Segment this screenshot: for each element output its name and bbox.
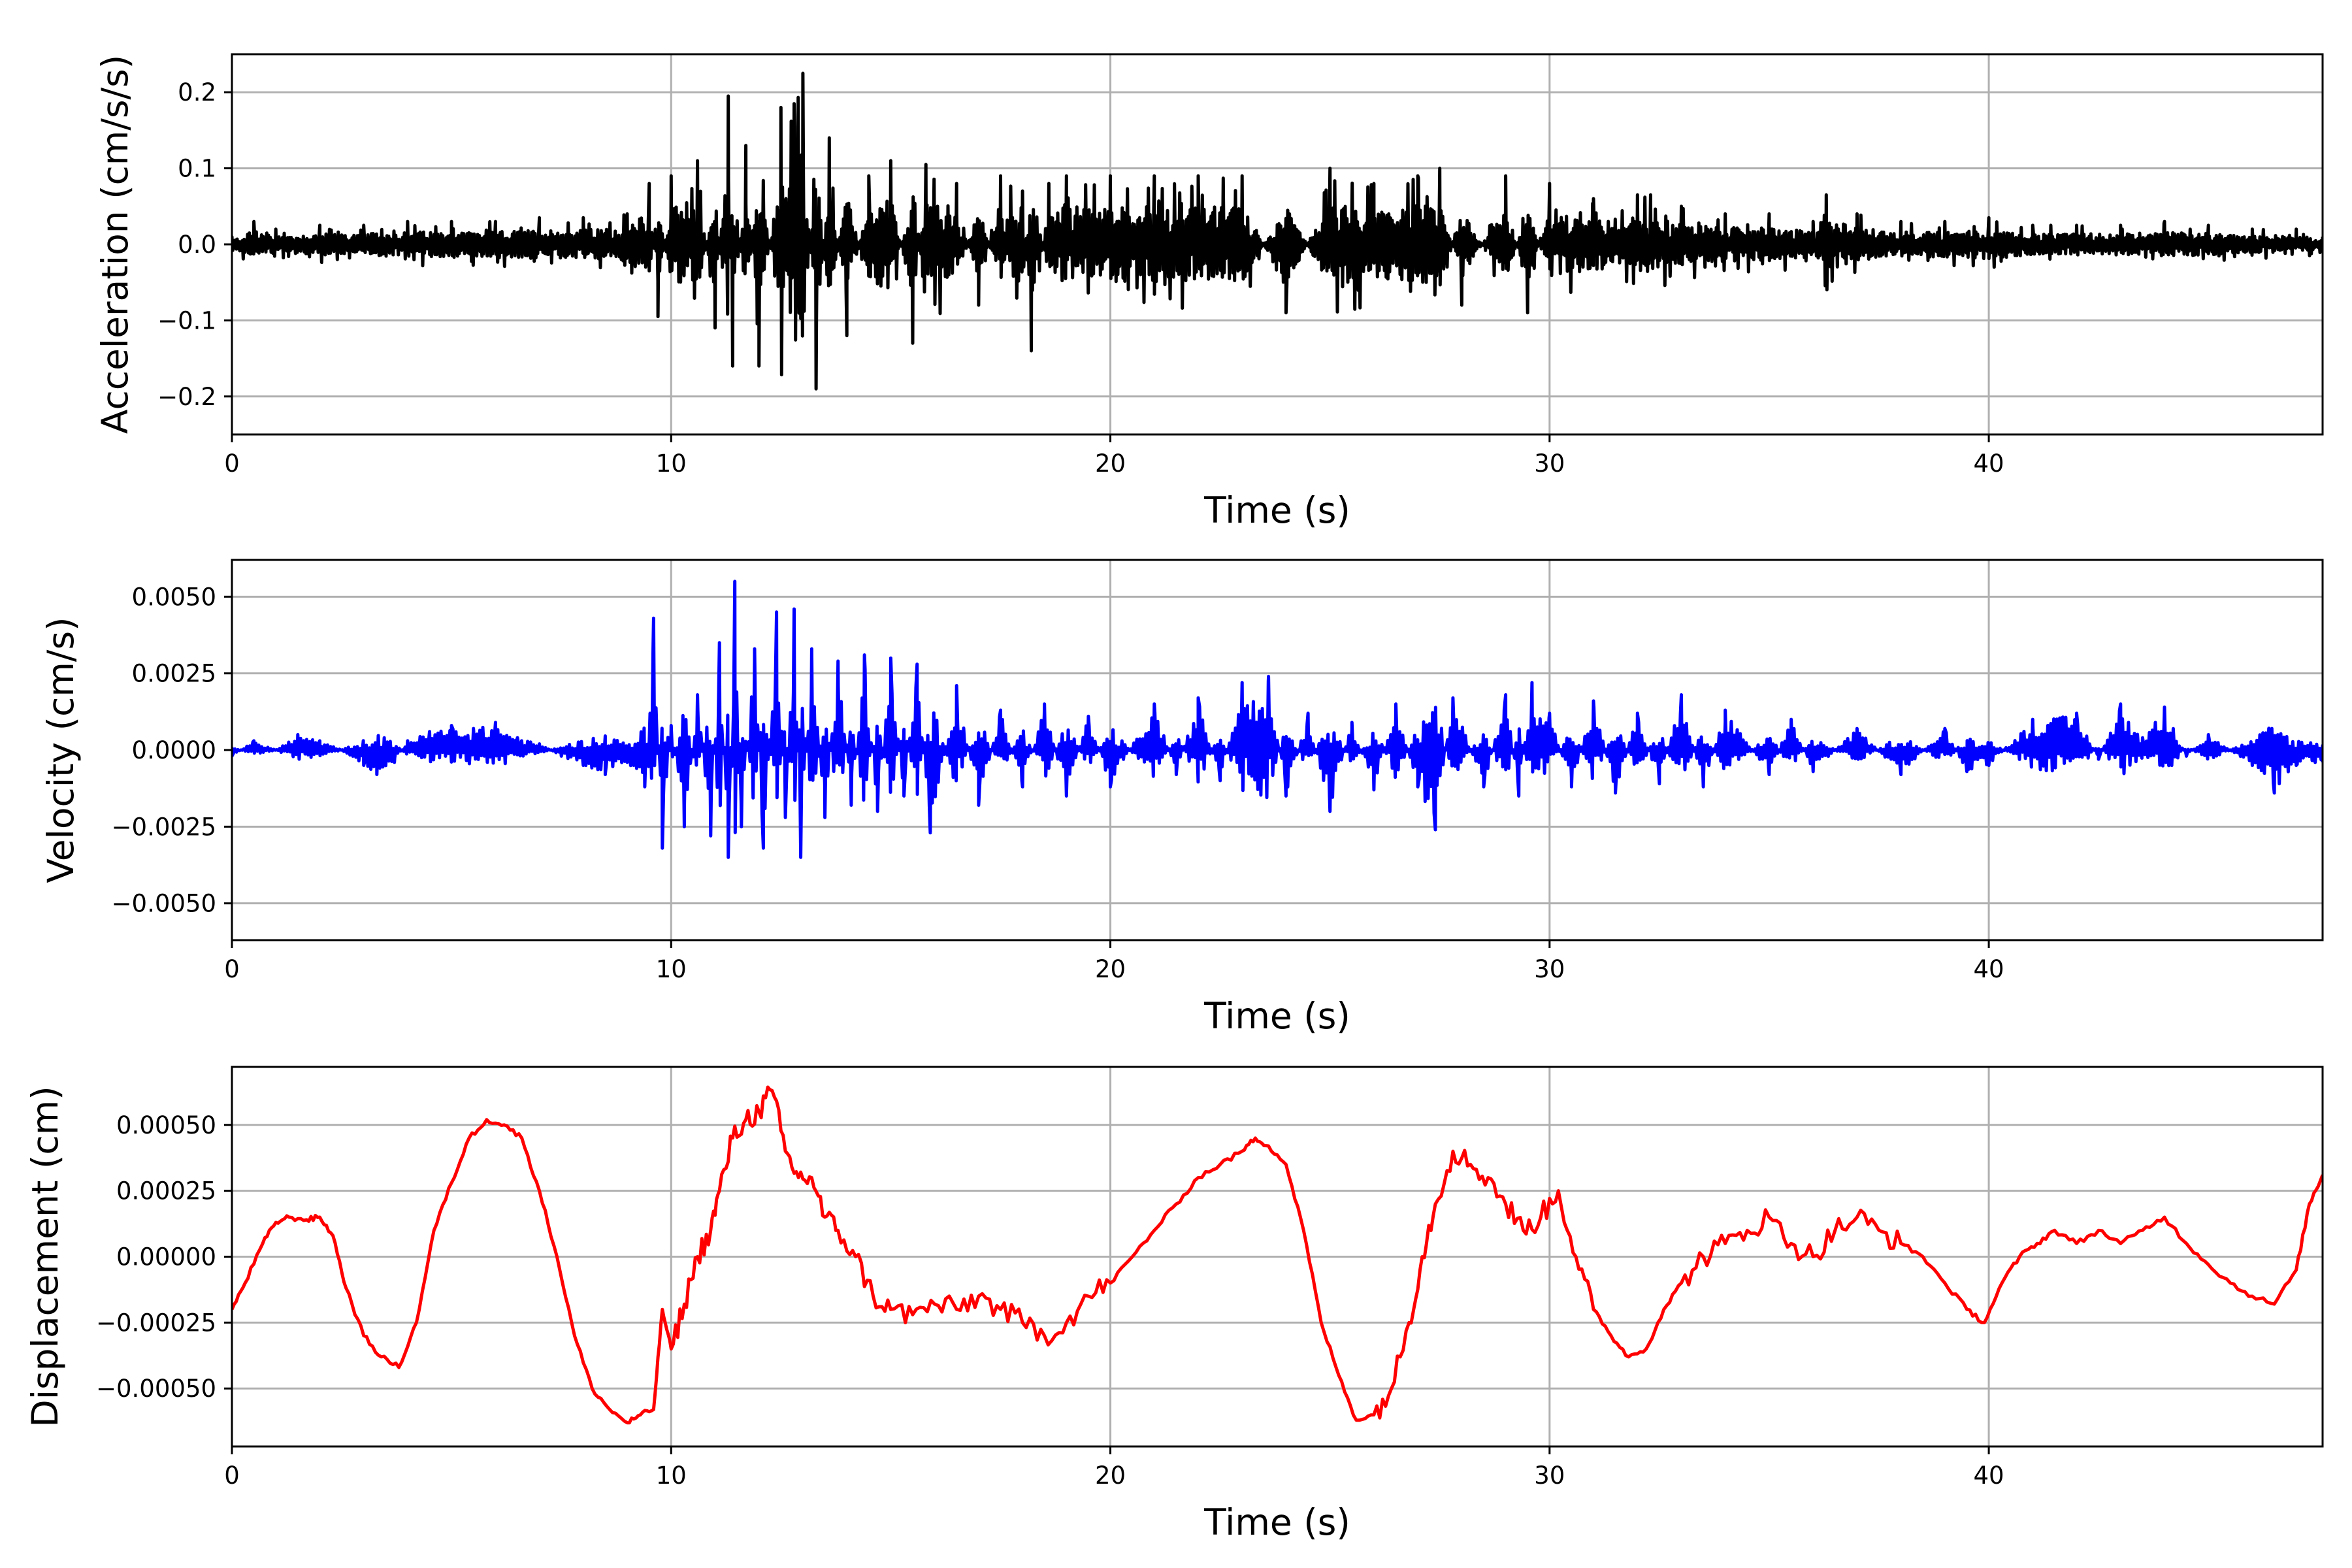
displacement-x-tick-label: 20 xyxy=(1095,1462,1126,1490)
displacement-y-tick-label: 0.00025 xyxy=(116,1177,216,1205)
velocity-y-tick-label: 0.0025 xyxy=(132,660,216,688)
displacement-x-tick-label: 0 xyxy=(224,1462,240,1490)
displacement-y-axis-label: Displacement (cm) xyxy=(24,1086,66,1427)
displacement-series-line xyxy=(232,1085,2323,1425)
displacement-panel: 0 10 20 30 40 0.00050 0.00025 0.00000 −0.00025 −0… xyxy=(24,1066,2324,1543)
velocity-y-tick-label: −0.0050 xyxy=(112,890,216,918)
acceleration-y-tick-label: −0.2 xyxy=(157,383,216,411)
velocity-panel: 0 10 20 30 40 0.0050 0.0025 0.0000 −0.0025 −0.005… xyxy=(40,559,2324,1037)
acceleration-y-tick-label: 0.1 xyxy=(178,155,216,183)
acceleration-x-axis-label: Time (s) xyxy=(1203,489,1350,531)
displacement-y-tick-label: −0.00050 xyxy=(96,1375,216,1403)
velocity-x-tick-label: 10 xyxy=(656,955,687,983)
acceleration-panel: 0 10 20 30 40 0.2 0.1 0.0 −0.1 −0.2 Time (s) Accele… xyxy=(94,53,2324,531)
velocity-x-tick-label: 30 xyxy=(1534,955,1565,983)
velocity-x-tick-label: 20 xyxy=(1095,955,1126,983)
velocity-y-tick-label: −0.0025 xyxy=(112,813,216,841)
acceleration-x-tick-label: 30 xyxy=(1534,449,1565,478)
velocity-x-axis-label: Time (s) xyxy=(1203,995,1350,1037)
velocity-x-tick-label: 40 xyxy=(1974,955,2004,983)
velocity-series-line xyxy=(232,580,2323,859)
acceleration-x-tick-label: 0 xyxy=(224,449,240,478)
acceleration-y-tick-label: 0.2 xyxy=(178,78,216,106)
velocity-y-tick-label: 0.0000 xyxy=(132,736,216,764)
acceleration-x-tick-label: 20 xyxy=(1095,449,1126,478)
acceleration-y-axis-label: Acceleration (cm/s/s) xyxy=(94,55,136,434)
velocity-y-axis-label: Velocity (cm/s) xyxy=(40,617,82,883)
displacement-x-tick-label: 30 xyxy=(1534,1462,1565,1490)
acceleration-x-tick-label: 10 xyxy=(656,449,687,478)
velocity-y-tick-label: 0.0050 xyxy=(132,583,216,611)
displacement-x-tick-label: 10 xyxy=(656,1462,687,1490)
displacement-y-tick-label: 0.00050 xyxy=(116,1111,216,1139)
acceleration-series-line xyxy=(232,71,2323,391)
velocity-x-tick-label: 0 xyxy=(224,955,240,983)
displacement-y-tick-label: −0.00025 xyxy=(96,1309,216,1337)
acceleration-y-tick-label: −0.1 xyxy=(157,306,216,335)
displacement-y-tick-label: 0.00000 xyxy=(116,1243,216,1271)
displacement-x-axis-label: Time (s) xyxy=(1203,1501,1350,1543)
acceleration-y-tick-label: 0.0 xyxy=(178,231,216,259)
acceleration-x-tick-label: 40 xyxy=(1974,449,2004,478)
displacement-x-tick-label: 40 xyxy=(1974,1462,2004,1490)
